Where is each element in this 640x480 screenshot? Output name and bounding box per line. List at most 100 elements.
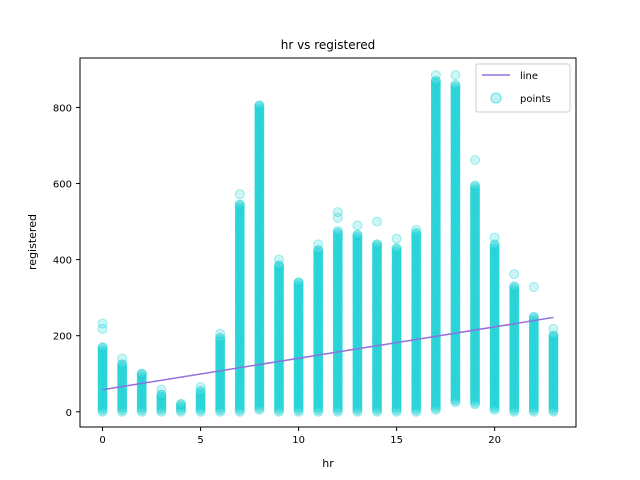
data-point xyxy=(156,406,167,417)
data-point xyxy=(97,379,108,390)
data-point xyxy=(254,208,265,219)
data-point xyxy=(313,394,324,405)
data-point xyxy=(215,332,226,343)
data-point xyxy=(273,280,284,291)
data-point xyxy=(234,202,245,213)
data-point xyxy=(254,135,265,146)
data-point xyxy=(234,341,245,352)
data-point xyxy=(254,272,265,283)
data-point xyxy=(234,405,245,416)
data-point xyxy=(254,299,265,310)
data-point xyxy=(215,390,226,401)
data-point xyxy=(254,388,265,399)
data-point xyxy=(273,266,284,277)
data-point xyxy=(136,403,147,414)
data-point xyxy=(254,132,265,143)
line-layer xyxy=(102,316,554,391)
data-point xyxy=(234,396,245,407)
data-point xyxy=(175,399,186,410)
data-point xyxy=(117,388,128,399)
data-point xyxy=(293,332,304,343)
data-point xyxy=(254,328,265,339)
data-point xyxy=(215,344,226,355)
data-point xyxy=(254,380,265,391)
data-point xyxy=(234,394,245,405)
data-point xyxy=(254,325,265,336)
data-point xyxy=(273,268,284,279)
data-point xyxy=(254,185,265,196)
data-point xyxy=(273,285,284,296)
data-point xyxy=(136,406,147,417)
data-point xyxy=(313,300,324,311)
data-point xyxy=(254,120,265,131)
data-point xyxy=(254,249,265,260)
data-point xyxy=(234,303,245,314)
data-point xyxy=(273,309,284,320)
data-point xyxy=(411,224,422,235)
data-point xyxy=(234,295,245,306)
data-point xyxy=(313,353,324,364)
data-point xyxy=(215,336,226,347)
data-point xyxy=(254,153,265,164)
data-point xyxy=(254,290,265,301)
data-point xyxy=(136,402,147,413)
data-point xyxy=(97,318,108,329)
data-point xyxy=(234,313,245,324)
data-point xyxy=(254,155,265,166)
data-point xyxy=(234,216,245,227)
data-point xyxy=(254,309,265,320)
data-point xyxy=(313,373,324,384)
data-point xyxy=(293,399,304,410)
data-point xyxy=(97,399,108,410)
data-point xyxy=(254,149,265,160)
data-point xyxy=(117,368,128,379)
data-point xyxy=(136,368,147,379)
data-point xyxy=(293,315,304,326)
data-point xyxy=(97,350,108,361)
data-point xyxy=(254,287,265,298)
data-point xyxy=(215,347,226,358)
data-point xyxy=(254,182,265,193)
data-point xyxy=(391,233,402,244)
data-point xyxy=(215,379,226,390)
data-point xyxy=(254,127,265,138)
data-point xyxy=(215,393,226,404)
data-point xyxy=(293,278,304,289)
data-point xyxy=(254,205,265,216)
data-point xyxy=(273,260,284,271)
data-point xyxy=(215,383,226,394)
data-point xyxy=(254,336,265,347)
data-point xyxy=(273,262,284,273)
data-point xyxy=(234,225,245,236)
data-point xyxy=(273,402,284,413)
data-point xyxy=(234,406,245,417)
data-point xyxy=(215,382,226,393)
data-point xyxy=(293,341,304,352)
data-point xyxy=(313,356,324,367)
data-point xyxy=(215,335,226,346)
data-point xyxy=(254,213,265,224)
data-point xyxy=(97,352,108,363)
y-axis-label: registered xyxy=(26,214,39,270)
data-point xyxy=(254,264,265,275)
data-point xyxy=(254,121,265,132)
data-point xyxy=(391,243,402,254)
data-point xyxy=(254,118,265,129)
data-point xyxy=(293,323,304,334)
data-point xyxy=(254,211,265,222)
data-point xyxy=(234,371,245,382)
data-point xyxy=(273,341,284,352)
data-point xyxy=(293,294,304,305)
data-point xyxy=(215,350,226,361)
data-point xyxy=(254,170,265,181)
data-point xyxy=(234,403,245,414)
data-point xyxy=(254,126,265,137)
data-point xyxy=(293,368,304,379)
data-point xyxy=(313,361,324,372)
data-point xyxy=(254,339,265,350)
data-point xyxy=(254,404,265,415)
data-point xyxy=(234,222,245,233)
data-point xyxy=(313,307,324,318)
data-point xyxy=(117,400,128,411)
data-point xyxy=(254,222,265,233)
